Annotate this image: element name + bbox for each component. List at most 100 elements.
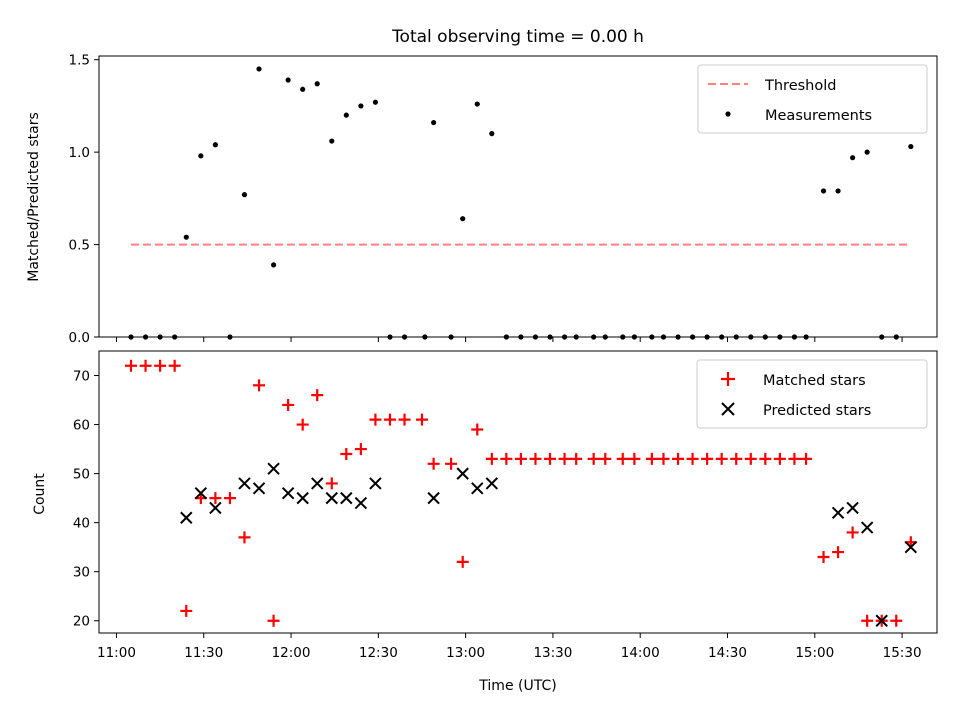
- matched-star-point: [325, 477, 338, 490]
- measurement-point: [660, 334, 667, 340]
- matched-star-point: [125, 359, 138, 372]
- measurement-point: [329, 138, 335, 144]
- measurement-point: [719, 334, 725, 340]
- measurement-point: [172, 334, 178, 340]
- measurement-point: [518, 334, 524, 340]
- threshold-legend-label: Threshold: [764, 78, 836, 94]
- measurement-point: [791, 334, 798, 340]
- measurement-point: [620, 334, 626, 340]
- matched-star-point: [616, 452, 629, 465]
- measurement-point: [227, 334, 233, 340]
- measurement-point: [573, 334, 579, 340]
- measurement-point: [631, 334, 637, 340]
- x-tick-label: 11:30: [184, 645, 223, 661]
- measurement-point: [489, 131, 495, 137]
- measurement-point: [602, 334, 608, 340]
- matched-star-point: [645, 452, 658, 465]
- matched-star-point: [311, 389, 324, 402]
- matched-star-point: [832, 546, 845, 559]
- predicted-star-point: [252, 482, 266, 495]
- count-y-axis-label: Count: [32, 473, 48, 515]
- predicted-star-point: [875, 614, 888, 627]
- measurement-point: [777, 334, 783, 340]
- measurement-point: [547, 334, 553, 340]
- measurement-point: [270, 262, 277, 268]
- matched-star-point: [744, 452, 757, 465]
- predicted-star-point: [325, 491, 338, 505]
- measurement-point: [762, 334, 768, 340]
- matched-star-point: [369, 413, 382, 426]
- measurement-point: [372, 99, 379, 105]
- matched-star-point: [846, 526, 859, 539]
- predicted-star-point: [846, 501, 859, 515]
- measurement-point: [689, 334, 696, 340]
- predicted-star-point: [427, 491, 440, 505]
- x-tick-label: 11:00: [97, 645, 136, 661]
- legend-frame: [697, 64, 928, 134]
- measurement-point: [532, 334, 539, 340]
- y-tick-label: 1.5: [69, 53, 90, 69]
- predicted-star-point: [194, 487, 208, 500]
- matched-star-point: [570, 452, 583, 465]
- matched-star-point: [715, 452, 728, 465]
- x-tick-label: 15:30: [883, 645, 922, 661]
- measurement-point: [300, 86, 306, 92]
- matched-star-point: [529, 452, 542, 465]
- matched-star-point: [238, 531, 251, 544]
- measurement-point: [474, 101, 480, 107]
- matched-star-point: [223, 492, 236, 505]
- matched-star-point: [701, 452, 714, 465]
- predicted-star-point: [485, 477, 499, 490]
- predicted-star-point: [296, 491, 309, 505]
- matched-star-point: [139, 359, 152, 372]
- x-axis-label: Time (UTC): [478, 678, 556, 694]
- measurement-point: [431, 119, 437, 126]
- matched-star-point: [485, 452, 498, 465]
- measurement-point: [503, 334, 509, 340]
- matched-star-point: [558, 452, 571, 465]
- matched-star-point: [456, 555, 469, 568]
- plot-frame: [98, 55, 938, 338]
- measurement-point: [835, 188, 841, 194]
- measurements-legend-swatch: [725, 111, 731, 117]
- matched-star-point: [209, 492, 222, 505]
- measurement-point: [864, 149, 870, 155]
- matched-star-point: [759, 452, 772, 465]
- measurement-point: [675, 334, 681, 340]
- matched-star-point: [180, 604, 193, 617]
- predicted-star-point: [904, 540, 918, 554]
- measurement-point: [893, 334, 899, 340]
- y-tick-label: 60: [73, 418, 90, 434]
- chart-title: Total observing time = 0.00 h: [391, 27, 644, 47]
- measurement-point: [591, 334, 597, 340]
- predicted-stars-series: [180, 462, 918, 627]
- count-legend: Matched stars Predicted stars: [696, 359, 928, 429]
- measurement-point: [241, 192, 248, 198]
- matched-star-point: [154, 359, 167, 372]
- measurement-point: [343, 112, 349, 118]
- measurement-point: [358, 103, 364, 109]
- matched-star-point: [686, 452, 699, 465]
- matched-star-point: [398, 413, 411, 426]
- matched-star-point: [415, 413, 428, 426]
- predicted-star-point: [267, 462, 280, 475]
- x-tick-label: 14:00: [621, 645, 660, 661]
- predicted-star-point: [471, 482, 484, 495]
- matched-star-point: [730, 452, 743, 465]
- y-tick-label: 0.5: [69, 238, 90, 254]
- measurement-point: [704, 334, 710, 340]
- matched-star-point: [445, 457, 458, 470]
- legend-frame: [696, 359, 928, 429]
- predicted-stars-legend-label: Predicted stars: [763, 403, 871, 419]
- measurement-point: [198, 153, 204, 159]
- measurement-point: [448, 334, 454, 340]
- matched-star-point: [628, 452, 641, 465]
- x-tick-label: 15:00: [795, 645, 834, 661]
- measurement-point: [314, 81, 320, 87]
- matched-star-point: [890, 614, 903, 627]
- predicted-star-point: [456, 467, 469, 480]
- measurement-point: [561, 334, 568, 340]
- measurement-point: [422, 334, 428, 340]
- matched-star-point: [500, 452, 513, 465]
